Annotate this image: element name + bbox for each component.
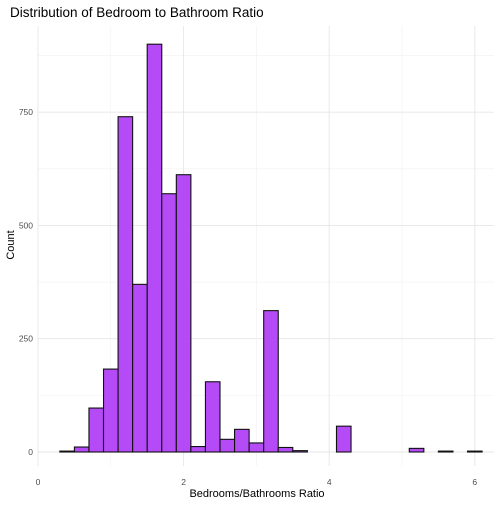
chart-title: Distribution of Bedroom to Bathroom Rati… [10,5,264,20]
histogram-bar [161,193,177,453]
axes-layer: 0 2 4 6 0 250 500 750 [19,107,478,487]
x-axis-label: Bedrooms/Bathrooms Ratio [189,488,324,500]
x-tick-label: 2 [181,477,186,487]
histogram-bar [263,310,279,453]
y-tick-label: 500 [19,220,33,230]
y-tick-label: 250 [19,334,33,344]
histogram-bar [102,368,119,453]
y-tick-label: 750 [19,107,33,117]
histogram-bar [466,450,483,453]
histogram-bar [146,43,163,453]
histogram-bar [204,381,221,453]
histogram-bar [219,438,236,453]
histogram-bar [277,446,294,453]
y-axis-label: Count [5,230,17,259]
histogram-bar [117,116,134,453]
histogram-bar [292,450,308,453]
histogram-bar [248,442,265,453]
histogram-bar [335,425,352,453]
histogram-bar [59,450,75,453]
bars-layer [59,43,483,453]
histogram-bar [73,446,90,453]
histogram-bar [437,450,454,453]
x-tick-label: 6 [472,477,477,487]
histogram-bar [132,283,148,453]
y-tick-label: 0 [28,447,33,457]
histogram-bar [175,174,192,453]
histogram-bar [234,428,250,453]
histogram-bar [190,446,206,453]
histogram-bar [408,447,425,453]
x-tick-label: 4 [327,477,332,487]
x-tick-label: 0 [36,477,41,487]
histogram-bar [88,407,105,453]
